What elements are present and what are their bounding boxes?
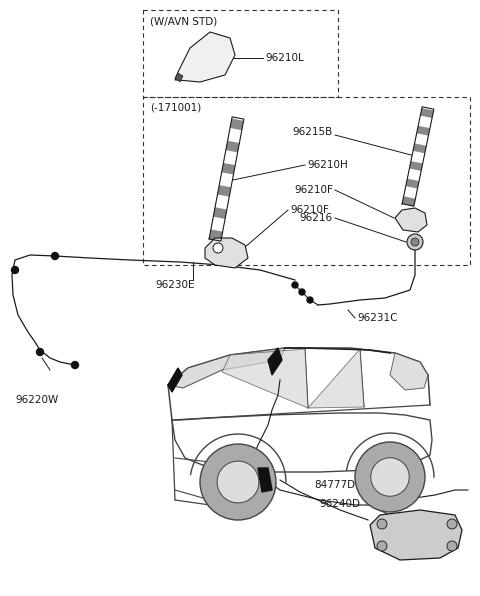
Polygon shape: [209, 229, 223, 241]
Text: 96210L: 96210L: [265, 53, 304, 63]
Polygon shape: [216, 196, 229, 208]
Polygon shape: [205, 238, 248, 268]
Circle shape: [217, 461, 259, 503]
Circle shape: [411, 238, 419, 246]
Polygon shape: [168, 348, 285, 388]
Polygon shape: [211, 218, 225, 230]
Polygon shape: [226, 141, 240, 153]
Polygon shape: [168, 368, 182, 392]
Polygon shape: [224, 152, 237, 163]
Circle shape: [377, 541, 387, 551]
Polygon shape: [217, 185, 231, 197]
Circle shape: [72, 362, 79, 368]
Circle shape: [36, 349, 44, 355]
Polygon shape: [417, 126, 430, 136]
Polygon shape: [411, 152, 424, 162]
Circle shape: [447, 519, 457, 529]
Polygon shape: [258, 468, 272, 492]
Text: 96220W: 96220W: [15, 395, 58, 405]
Polygon shape: [370, 510, 462, 560]
Polygon shape: [413, 144, 426, 153]
Polygon shape: [408, 170, 421, 180]
Text: 96231C: 96231C: [357, 313, 397, 323]
Circle shape: [200, 444, 276, 520]
Polygon shape: [404, 188, 417, 197]
Polygon shape: [213, 207, 227, 219]
Circle shape: [377, 519, 387, 529]
Polygon shape: [420, 108, 433, 118]
Circle shape: [299, 289, 305, 295]
Polygon shape: [395, 208, 427, 232]
Bar: [143, 97, 470, 265]
Polygon shape: [268, 348, 282, 375]
Text: (-171001): (-171001): [150, 103, 201, 113]
Polygon shape: [219, 174, 233, 186]
Circle shape: [355, 442, 425, 512]
Circle shape: [371, 458, 409, 496]
Text: 96210H: 96210H: [307, 160, 348, 170]
Polygon shape: [415, 135, 428, 144]
Circle shape: [51, 253, 59, 259]
Text: 96215B: 96215B: [293, 127, 333, 137]
Text: 84777D: 84777D: [314, 480, 355, 490]
Text: 96210F: 96210F: [294, 185, 333, 195]
Circle shape: [447, 541, 457, 551]
Bar: [143, 10, 338, 97]
Polygon shape: [419, 117, 432, 127]
Polygon shape: [175, 73, 183, 82]
Circle shape: [292, 282, 298, 288]
Polygon shape: [308, 349, 364, 408]
Polygon shape: [175, 32, 235, 82]
Text: 96210F: 96210F: [290, 205, 329, 215]
Text: 96216: 96216: [300, 213, 333, 223]
Circle shape: [407, 234, 423, 250]
Polygon shape: [402, 196, 415, 206]
Text: 96230E: 96230E: [155, 280, 195, 290]
Polygon shape: [222, 163, 235, 175]
Polygon shape: [409, 161, 423, 171]
Text: 96240D: 96240D: [319, 499, 360, 509]
Circle shape: [213, 243, 223, 253]
Polygon shape: [228, 130, 241, 141]
Polygon shape: [222, 349, 308, 408]
Polygon shape: [390, 353, 428, 390]
Polygon shape: [230, 119, 243, 130]
Circle shape: [12, 266, 19, 274]
Polygon shape: [406, 179, 419, 188]
Text: (W/AVN STD): (W/AVN STD): [150, 17, 217, 27]
Circle shape: [307, 297, 313, 303]
